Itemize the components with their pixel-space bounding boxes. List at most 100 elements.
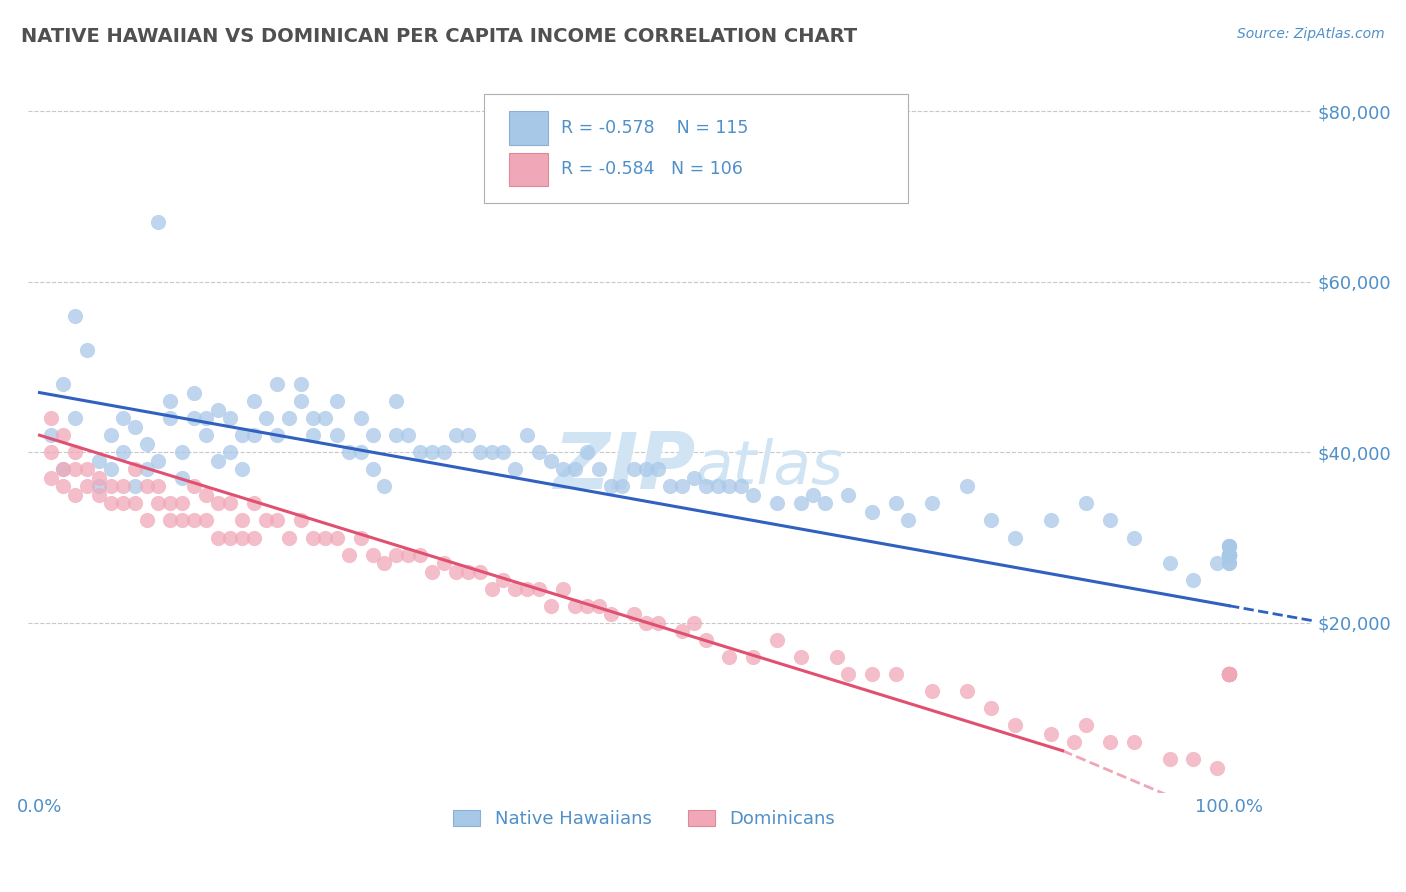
Point: [599, 479, 621, 493]
Point: [564, 462, 586, 476]
Point: [481, 582, 503, 596]
Point: [41, 428, 63, 442]
Point: [183, 479, 205, 493]
Point: [302, 531, 325, 545]
Point: [87, 479, 110, 493]
Point: [1218, 548, 1240, 562]
Point: [207, 402, 229, 417]
Point: [1218, 667, 1240, 681]
Point: [195, 488, 218, 502]
Point: [1218, 548, 1240, 562]
Point: [124, 479, 146, 493]
Point: [266, 428, 288, 442]
Point: [52, 462, 75, 476]
Point: [266, 377, 288, 392]
Point: [63, 309, 86, 323]
Point: [623, 607, 645, 622]
Point: [76, 343, 98, 357]
Point: [63, 411, 86, 425]
Point: [1206, 556, 1229, 570]
Point: [814, 496, 837, 510]
Point: [159, 496, 181, 510]
Point: [1218, 667, 1240, 681]
FancyBboxPatch shape: [509, 153, 548, 186]
Point: [980, 513, 1002, 527]
Point: [1159, 752, 1181, 766]
Point: [884, 496, 907, 510]
Point: [218, 411, 240, 425]
Point: [111, 479, 134, 493]
Point: [231, 531, 253, 545]
Point: [350, 445, 373, 459]
Text: R = -0.578    N = 115: R = -0.578 N = 115: [561, 119, 748, 137]
Point: [659, 479, 682, 493]
Legend: Native Hawaiians, Dominicans: Native Hawaiians, Dominicans: [446, 802, 842, 835]
FancyBboxPatch shape: [509, 112, 548, 145]
Point: [87, 471, 110, 485]
Point: [766, 496, 789, 510]
Point: [636, 462, 658, 476]
Point: [87, 488, 110, 502]
Point: [361, 462, 384, 476]
Point: [492, 445, 515, 459]
Point: [135, 462, 157, 476]
Point: [409, 445, 432, 459]
Point: [1099, 735, 1122, 749]
Point: [326, 394, 349, 409]
Point: [385, 394, 408, 409]
Point: [921, 684, 943, 698]
Text: atlas: atlas: [696, 438, 844, 497]
Point: [231, 428, 253, 442]
Point: [254, 411, 277, 425]
Point: [148, 479, 170, 493]
Point: [172, 471, 194, 485]
Point: [457, 428, 479, 442]
Point: [718, 479, 741, 493]
Point: [1218, 539, 1240, 553]
Point: [302, 411, 325, 425]
FancyBboxPatch shape: [484, 94, 908, 202]
Point: [100, 428, 122, 442]
Point: [231, 462, 253, 476]
Point: [52, 462, 75, 476]
Point: [956, 684, 979, 698]
Point: [76, 479, 98, 493]
Point: [505, 582, 527, 596]
Point: [195, 513, 218, 527]
Point: [647, 615, 669, 630]
Point: [1123, 531, 1146, 545]
Point: [1076, 718, 1098, 732]
Point: [111, 411, 134, 425]
Point: [1218, 667, 1240, 681]
Point: [837, 488, 859, 502]
Point: [718, 649, 741, 664]
Point: [706, 479, 728, 493]
Point: [1218, 548, 1240, 562]
Point: [207, 454, 229, 468]
Text: Source: ZipAtlas.com: Source: ZipAtlas.com: [1237, 27, 1385, 41]
Point: [76, 462, 98, 476]
Point: [278, 531, 301, 545]
Point: [385, 428, 408, 442]
Point: [801, 488, 824, 502]
Point: [1004, 531, 1026, 545]
Point: [516, 428, 538, 442]
Text: R = -0.584   N = 106: R = -0.584 N = 106: [561, 161, 742, 178]
Point: [575, 599, 598, 613]
Point: [695, 632, 717, 647]
Point: [742, 649, 765, 664]
Point: [527, 445, 550, 459]
Point: [148, 454, 170, 468]
Point: [218, 531, 240, 545]
Point: [790, 649, 813, 664]
Point: [860, 667, 883, 681]
Point: [63, 445, 86, 459]
Point: [183, 411, 205, 425]
Point: [52, 377, 75, 392]
Point: [207, 531, 229, 545]
Point: [361, 428, 384, 442]
Point: [790, 496, 813, 510]
Point: [505, 462, 527, 476]
Point: [135, 513, 157, 527]
Point: [41, 471, 63, 485]
